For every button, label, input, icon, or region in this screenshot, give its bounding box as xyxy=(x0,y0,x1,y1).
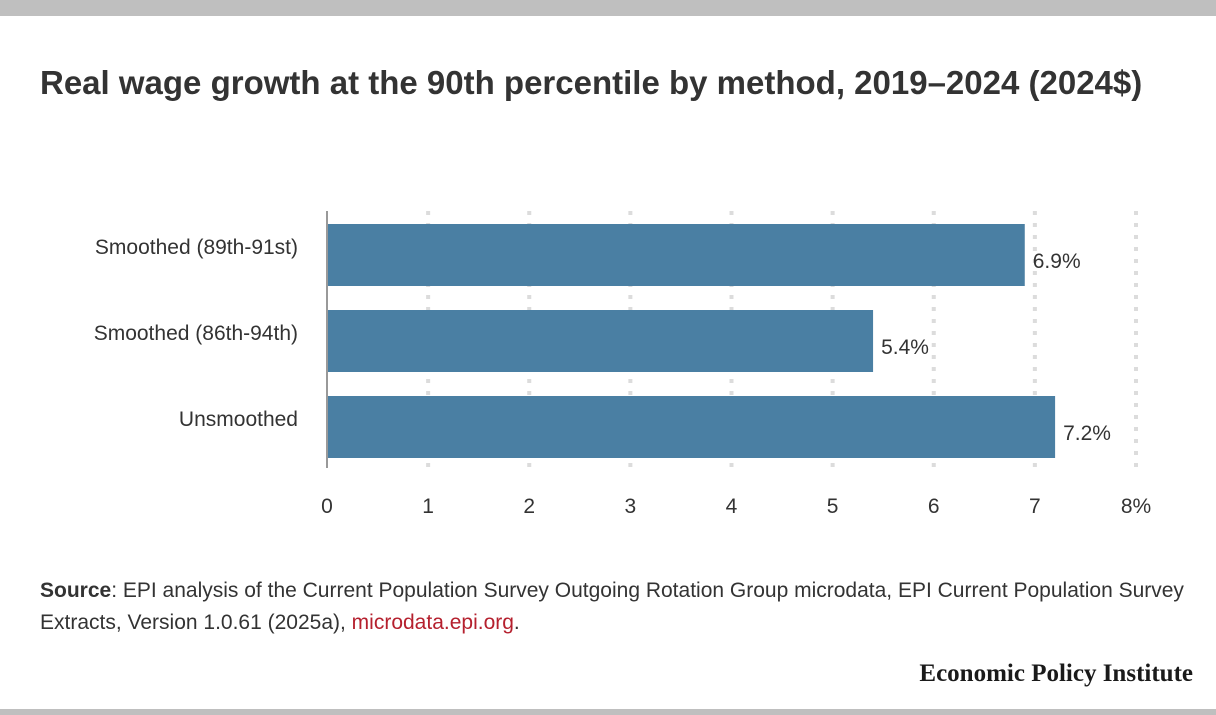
bars xyxy=(327,224,1056,458)
source-link[interactable]: microdata.epi.org xyxy=(351,611,514,634)
x-tick-label: 0 xyxy=(321,495,333,518)
x-tick-label: 4 xyxy=(726,495,738,518)
x-tick-label: 3 xyxy=(625,495,637,518)
category-label: Smoothed (89th-91st) xyxy=(95,236,298,259)
source-note: Source: EPI analysis of the Current Popu… xyxy=(40,575,1190,639)
brand-logo: Economic Policy Institute xyxy=(919,660,1193,687)
value-label: 7.2% xyxy=(1063,422,1111,445)
x-tick-label: 1 xyxy=(422,495,434,518)
bar-2 xyxy=(327,396,1056,458)
value-label: 6.9% xyxy=(1033,250,1081,273)
bottom-rule xyxy=(0,709,1216,715)
labels: 0 1 2 3 4 5 6 7 8% Smoothed (89th-91st) 6.9% Smooth… xyxy=(94,236,1151,518)
top-rule xyxy=(0,0,1216,16)
source-text: : EPI analysis of the Current Population… xyxy=(40,579,1184,634)
x-tick-label: 6 xyxy=(928,495,940,518)
chart-title: Real wage growth at the 90th percentile … xyxy=(40,64,1143,101)
x-tick-label: 2 xyxy=(523,495,535,518)
bar-chart: 0 1 2 3 4 5 6 7 8% Smoothed (89th-91st) 6.9% Smooth… xyxy=(94,211,1151,518)
source-label: Source xyxy=(40,579,112,602)
category-label: Unsmoothed xyxy=(179,408,298,431)
x-tick-label: 8% xyxy=(1121,495,1151,518)
x-tick-label: 5 xyxy=(827,495,839,518)
source-end: . xyxy=(513,611,520,634)
bar-1 xyxy=(327,310,874,372)
bar-0 xyxy=(327,224,1025,286)
category-label: Smoothed (86th-94th) xyxy=(94,322,298,345)
x-tick-label: 7 xyxy=(1029,495,1041,518)
value-label: 5.4% xyxy=(881,336,929,359)
